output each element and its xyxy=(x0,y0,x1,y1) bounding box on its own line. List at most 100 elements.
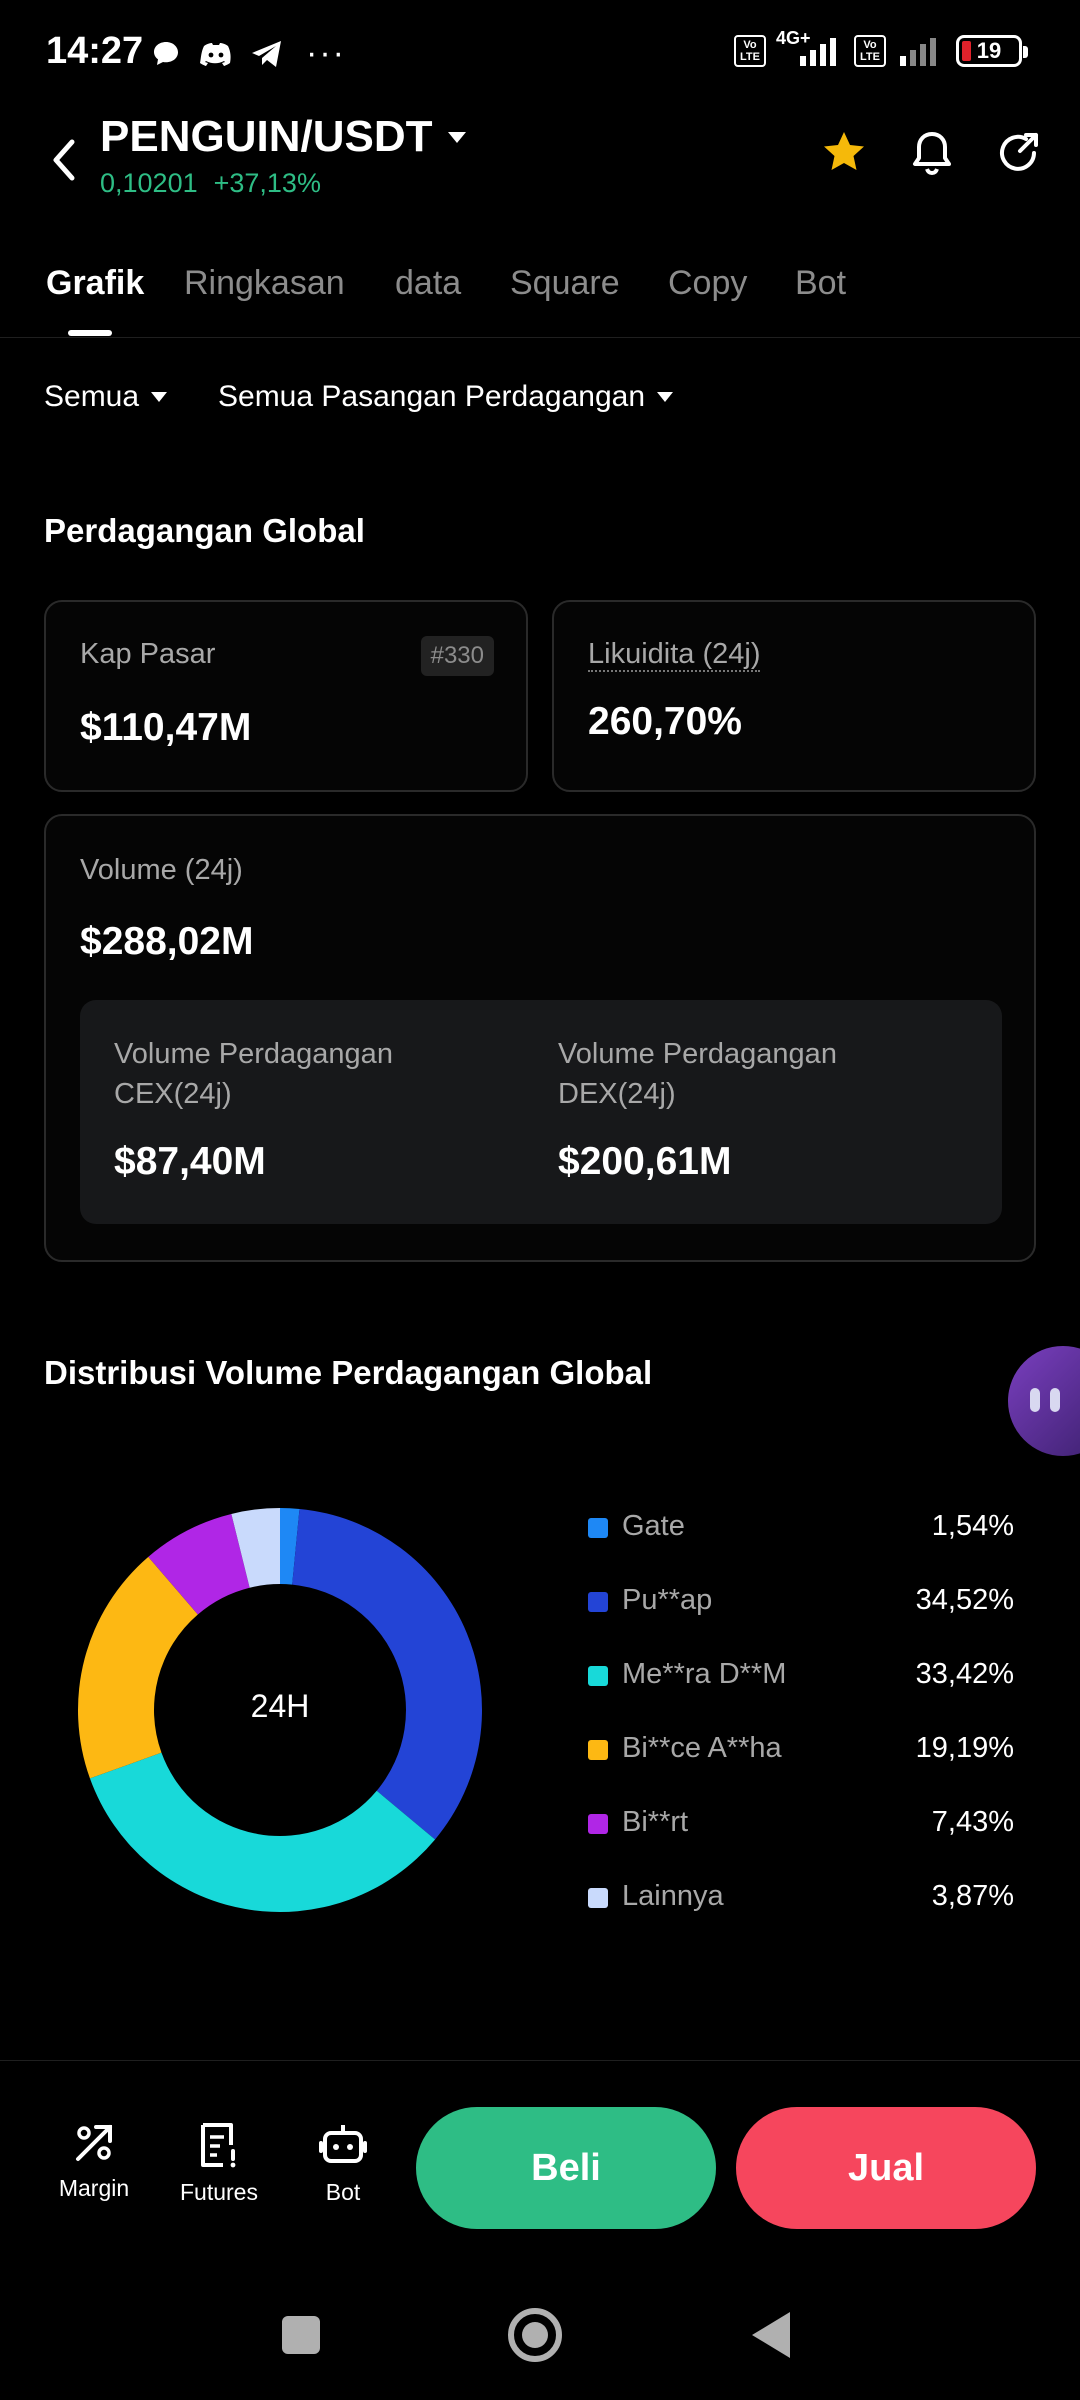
legend-value: 1,54% xyxy=(931,1510,1014,1542)
network-type: 4G+ xyxy=(776,28,844,68)
more-notifications-icon: ··· xyxy=(306,34,346,72)
legend-value: 34,52% xyxy=(915,1584,1014,1616)
margin-icon xyxy=(76,2125,112,2161)
last-price: 0,10201 xyxy=(100,168,198,198)
legend-label: Me**ra D**M xyxy=(622,1658,787,1690)
active-tab-indicator xyxy=(68,330,112,336)
robot-icon xyxy=(319,2125,367,2163)
bell-icon[interactable] xyxy=(910,128,954,176)
buy-button[interactable]: Beli xyxy=(416,2107,716,2229)
chat-bubble-icon xyxy=(154,41,178,65)
scope-filter[interactable]: Semua xyxy=(44,380,168,414)
tab-data[interactable]: data xyxy=(395,264,462,302)
header: PENGUIN/USDT 0,10201 +37,13% xyxy=(0,110,1080,220)
legend-value: 7,43% xyxy=(931,1806,1014,1838)
sell-button[interactable]: Jual xyxy=(736,2107,1036,2229)
legend-item: Bi**ce A**ha 19,19% xyxy=(588,1730,1018,1804)
market-cap-label: Kap Pasar xyxy=(80,638,216,670)
back-icon[interactable] xyxy=(44,130,84,190)
signal-icon xyxy=(800,38,836,66)
market-cap-value: $110,47M xyxy=(80,706,252,749)
donut-slice-gate[interactable] xyxy=(280,1508,300,1585)
cex-volume-label: Volume Perdagangan CEX(24j) xyxy=(114,1038,393,1110)
signal-icon-2 xyxy=(900,38,936,66)
donut-slice-pu-ap[interactable] xyxy=(292,1508,483,1840)
cex-volume-value: $87,40M xyxy=(114,1140,266,1183)
discord-icon xyxy=(200,42,231,66)
favorite-star-icon[interactable] xyxy=(820,128,868,176)
legend-swatch xyxy=(588,1666,608,1686)
tab-bot[interactable]: Bot xyxy=(795,264,847,302)
dex-volume-value: $200,61M xyxy=(558,1140,732,1183)
global-trading-title: Perdagangan Global xyxy=(44,512,365,549)
pairs-filter[interactable]: Semua Pasangan Perdagangan xyxy=(218,380,674,414)
legend-item: Bi**rt 7,43% xyxy=(588,1804,1018,1878)
home-icon[interactable] xyxy=(506,2306,564,2364)
bottom-action-bar: Margin Futures Bot Beli Jual xyxy=(0,2060,1080,2270)
back-nav-icon[interactable] xyxy=(750,2310,792,2360)
notification-icons: ··· xyxy=(150,34,346,73)
volume-label: Volume (24j) xyxy=(80,854,243,886)
legend-label: Bi**ce A**ha xyxy=(622,1732,782,1764)
legend-swatch xyxy=(588,1518,608,1538)
legend-label: Pu**ap xyxy=(622,1584,713,1616)
legend-swatch xyxy=(588,1888,608,1908)
chevron-down-icon xyxy=(657,392,674,402)
assistant-float-button[interactable] xyxy=(1008,1346,1080,1456)
bot-label: Bot xyxy=(325,2179,361,2205)
futures-icon xyxy=(201,2123,236,2168)
market-cap-rank: #330 xyxy=(420,636,494,676)
tab-square[interactable]: Square xyxy=(510,264,620,302)
volte-icon-2: Vo LTE xyxy=(854,35,886,67)
futures-button[interactable]: Futures xyxy=(159,2121,279,2206)
legend-label: Lainnya xyxy=(622,1880,724,1912)
chart-legend: Gate 1,54% Pu**ap 34,52% Me**ra D**M 33,42% Bi… xyxy=(588,1508,1018,1952)
volte-icon: Vo LTE xyxy=(734,35,766,67)
share-icon[interactable] xyxy=(996,129,1042,175)
legend-swatch xyxy=(588,1740,608,1760)
tab-copy[interactable]: Copy xyxy=(668,264,748,302)
margin-label: Margin xyxy=(58,2175,130,2201)
price-change: +37,13% xyxy=(213,168,321,198)
bot-button[interactable]: Bot xyxy=(283,2121,403,2206)
status-bar: 14:27 ··· Vo LTE 4G+ Vo LTE 19 xyxy=(0,0,1080,110)
tab-grafik[interactable]: Grafik xyxy=(46,264,145,302)
volume-value: $288,02M xyxy=(80,920,254,963)
volume-card: Volume (24j) $288,02M Volume Perdagangan… xyxy=(44,814,1036,1262)
liquidity-card: Likuidita (24j) 260,70% xyxy=(552,600,1036,792)
legend-label: Bi**rt xyxy=(622,1806,689,1838)
liquidity-label[interactable]: Likuidita (24j) xyxy=(588,638,761,672)
legend-item: Lainnya 3,87% xyxy=(588,1878,1018,1952)
donut-chart: 24H xyxy=(70,1500,490,1920)
chevron-down-icon xyxy=(448,131,467,143)
donut-center-label: 24H xyxy=(250,1688,310,1724)
dex-volume-label: Volume Perdagangan DEX(24j) xyxy=(558,1038,837,1110)
chevron-down-icon xyxy=(151,392,168,402)
futures-label: Futures xyxy=(180,2179,258,2205)
scope-filter-label: Semua xyxy=(44,380,140,413)
system-nav-bar xyxy=(0,2270,1080,2400)
header-actions xyxy=(820,128,1042,176)
market-cap-card: Kap Pasar #330 $110,47M xyxy=(44,600,528,792)
legend-label: Gate xyxy=(622,1510,685,1542)
telegram-icon xyxy=(252,40,281,67)
tab-ringkasan[interactable]: Ringkasan xyxy=(184,264,345,302)
recents-icon[interactable] xyxy=(280,2314,322,2356)
pair-selector[interactable]: PENGUIN/USDT xyxy=(100,112,467,162)
margin-button[interactable]: Margin xyxy=(34,2121,154,2202)
donut-slice-lainnya[interactable] xyxy=(231,1508,280,1588)
distribution-title: Distribusi Volume Perdagangan Global xyxy=(44,1354,653,1391)
liquidity-value: 260,70% xyxy=(588,700,742,743)
status-time: 14:27 xyxy=(46,30,144,72)
legend-value: 19,19% xyxy=(915,1732,1014,1764)
system-status: Vo LTE 4G+ Vo LTE 19 xyxy=(734,28,1028,68)
donut-svg xyxy=(77,1508,483,1912)
legend-value: 3,87% xyxy=(931,1880,1014,1912)
legend-item: Me**ra D**M 33,42% xyxy=(588,1656,1018,1730)
pairs-filter-label: Semua Pasangan Perdagangan xyxy=(218,380,646,413)
legend-swatch xyxy=(588,1592,608,1612)
donut-slice-bi-rt[interactable] xyxy=(148,1513,250,1615)
donut-slice-me-ra-d-m[interactable] xyxy=(89,1752,436,1912)
donut-slice-bi-ce-a-ha[interactable] xyxy=(77,1556,198,1779)
legend-item: Gate 1,54% xyxy=(588,1508,1018,1582)
